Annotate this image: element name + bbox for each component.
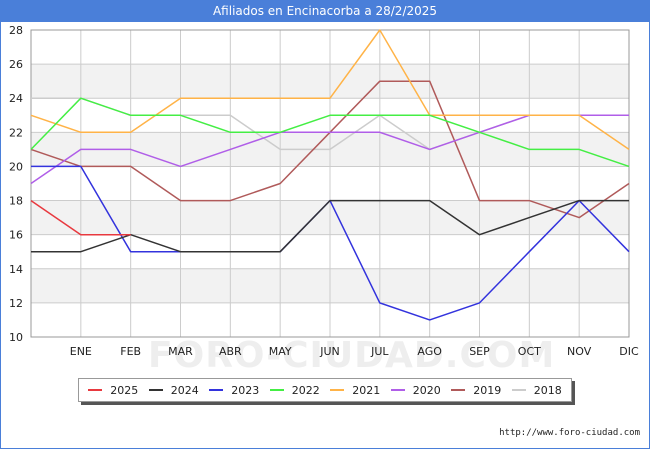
source-url[interactable]: http://www.foro-ciudad.com	[499, 428, 640, 438]
series-line-2025	[30, 199, 131, 236]
legend-swatch	[88, 389, 103, 391]
legend-swatch	[148, 389, 163, 391]
legend-swatch	[330, 389, 345, 391]
y-tick-label: 22	[9, 126, 23, 139]
x-tick-label: JUL	[370, 345, 389, 358]
legend-item-2018: 2018	[511, 383, 562, 397]
legend-item-2023: 2023	[209, 384, 259, 397]
x-tick-label: FEB	[120, 345, 141, 358]
legend-swatch	[451, 389, 466, 391]
x-tick-label: JUN	[319, 345, 340, 358]
x-tick-label: SEP	[469, 345, 490, 358]
y-tick-label: 12	[9, 297, 23, 310]
legend-swatch	[511, 389, 526, 391]
x-tick-label: ABR	[219, 345, 242, 358]
y-tick-label: 24	[9, 92, 23, 105]
legend: 2025 2024 2023 2022 2021 2020 2019 2018	[78, 378, 572, 402]
y-tick-label: 14	[9, 263, 23, 276]
y-tick-label: 26	[9, 58, 23, 71]
legend-item-2025: 2025	[88, 384, 138, 397]
legend-item-2022: 2022	[269, 383, 320, 397]
legend-swatch	[209, 389, 224, 391]
series-line-2021	[30, 29, 630, 151]
x-tick-label: MAY	[269, 345, 292, 358]
x-tick-label: DIC	[619, 345, 639, 358]
y-tick-label: 10	[9, 331, 23, 344]
legend-label: 2021	[352, 383, 381, 397]
legend-item-2021: 2021	[330, 384, 380, 397]
y-tick-label: 18	[9, 195, 23, 208]
legend-label: 2022	[291, 383, 320, 397]
x-tick-label: AGO	[417, 345, 442, 358]
legend-label: 2020	[412, 383, 441, 397]
y-tick-label: 16	[9, 229, 23, 242]
legend-item-2019: 2019	[451, 384, 501, 397]
y-tick-label: 28	[9, 24, 23, 37]
legend-label: 2019	[473, 383, 502, 397]
chart-title: Afiliados en Encinacorba a 28/2/2025	[0, 0, 650, 22]
legend-item-2024: 2024	[148, 383, 199, 397]
legend-swatch	[390, 389, 405, 391]
x-tick-label: NOV	[567, 345, 592, 358]
legend-label: 2024	[170, 383, 199, 397]
legend-item-2020: 2020	[390, 383, 441, 397]
legend-label: 2018	[533, 383, 562, 397]
x-tick-label: ENE	[70, 345, 92, 358]
y-tick-label: 20	[9, 160, 23, 173]
x-tick-label: MAR	[168, 345, 193, 358]
legend-label: 2025	[110, 383, 139, 397]
legend-label: 2023	[231, 383, 260, 397]
legend-swatch	[269, 389, 284, 391]
x-tick-label: OCT	[518, 345, 541, 358]
watermark: FORO-CIUDAD.COM	[148, 335, 556, 376]
series-line-2022	[30, 97, 630, 168]
